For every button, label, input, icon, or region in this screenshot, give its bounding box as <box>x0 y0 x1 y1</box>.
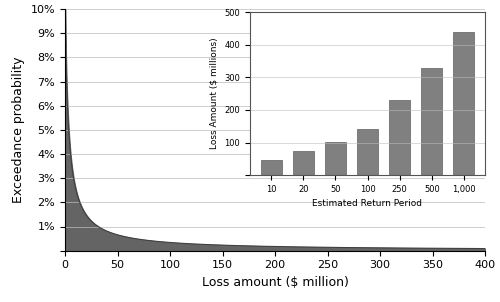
Bar <box>357 130 378 175</box>
Bar <box>422 68 442 175</box>
Bar <box>260 160 281 175</box>
Y-axis label: Loss Amount ($ millions): Loss Amount ($ millions) <box>210 38 219 149</box>
Bar <box>325 142 346 175</box>
Bar <box>389 100 410 175</box>
X-axis label: Estimated Return Period: Estimated Return Period <box>312 199 422 208</box>
Bar <box>293 151 314 175</box>
X-axis label: Loss amount ($ million): Loss amount ($ million) <box>202 276 348 289</box>
Y-axis label: Exceedance probability: Exceedance probability <box>12 56 25 203</box>
Bar <box>454 32 474 175</box>
